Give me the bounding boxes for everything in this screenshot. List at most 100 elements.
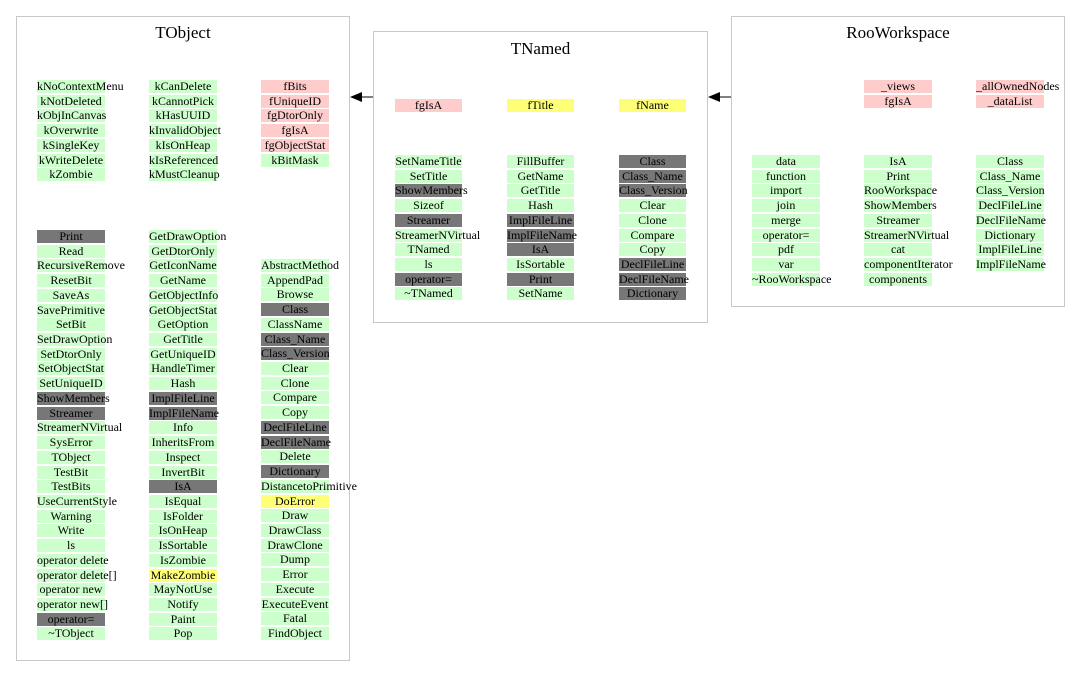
tnamed-method-col2-item: ImplFileLine	[507, 213, 574, 227]
tnamed-method-col2-label: IsA	[531, 242, 550, 257]
tnamed-method-col3-label: DeclFileName	[619, 271, 689, 286]
rooworkspace-method-col3-item: Class	[976, 155, 1044, 168]
tobject-method-col1-label: TestBits	[51, 479, 91, 494]
tobject-method-col1-item: operator new[]	[37, 598, 108, 611]
tobject-method-col3-item: DeclFileLine	[261, 420, 329, 434]
tnamed-method-col1-label: ShowMembers	[395, 183, 468, 198]
rooworkspace-method-col1-item: join	[752, 199, 820, 213]
tnamed-method-col3-item: Clear	[619, 199, 686, 213]
tobject-method-col2-label: ImplFileName	[149, 405, 219, 420]
rooworkspace-method-col1-label: var	[778, 257, 794, 272]
tobject-method-col2-label: MayNotUse	[153, 582, 213, 597]
tobject-member-label: fgObjectStat	[264, 137, 326, 152]
tobject-enum-col2-label: kMustCleanup	[149, 167, 220, 182]
tobject-method-col3-item: FindObject	[261, 627, 329, 640]
tobject-method-col1-item: SaveAs	[37, 288, 105, 302]
tnamed-method-col3-label: DeclFileLine	[620, 257, 685, 272]
tobject-method-col3-item: ClassName	[261, 316, 329, 331]
tobject-method-col1-item: Streamer	[37, 405, 105, 420]
tobject-enum-col2-label: kCanDelete	[154, 79, 212, 93]
tobject-method-col2-item: GetDrawOption	[149, 230, 226, 243]
tnamed-method-col1-item: ls	[395, 258, 462, 272]
rooworkspace-member-col2-label: _allOwnedNodes	[976, 79, 1060, 93]
tobject-method-col1-label: RecursiveRemove	[37, 258, 125, 273]
tobject-enum-col2-label: kIsReferenced	[149, 152, 219, 167]
tobject-method-col1-label: Streamer	[49, 405, 93, 420]
tobject-method-col2-label: HandleTimer	[151, 361, 215, 376]
tobject-method-col1-item: operator=	[37, 612, 105, 626]
tnamed-method-col1-item: ShowMembers	[395, 184, 468, 198]
tobject-method-col1-label: ls	[66, 538, 75, 553]
tobject-method-col1-item: ResetBit	[37, 273, 105, 288]
rooworkspace-method-col2-item: Print	[864, 169, 932, 183]
tobject-method-col2-label: GetDtorOnly	[151, 243, 215, 258]
tobject-member-label: kBitMask	[271, 152, 319, 167]
tobject-method-col2-item: MayNotUse	[149, 582, 217, 597]
tobject-method-col3-label: Class_Name	[264, 331, 326, 346]
tobject-enum-col1-label: kObjInCanvas	[37, 108, 107, 123]
rooworkspace-method-col3-item: DeclFileLine	[976, 198, 1044, 213]
rooworkspace-method-col3-item: ImplFileName	[976, 258, 1046, 272]
tobject-member-label: fBits	[283, 79, 307, 93]
tnamed-method-col1-item: SetNameTitle	[395, 155, 462, 168]
tobject-method-col1-item: SavePrimitive	[37, 303, 105, 317]
tnamed-method-col3-item: Clone	[619, 213, 686, 227]
tobject-method-col2-item: Pop	[149, 627, 217, 641]
tobject-method-col3-label: Delete	[279, 449, 311, 464]
tobject-method-col2-item: IsZombie	[149, 553, 217, 567]
tnamed-title: TNamed	[510, 39, 571, 58]
tnamed-method-col2-label: SetName	[518, 286, 563, 301]
tobject-method-col2-item: InvertBit	[149, 465, 217, 479]
tobject-method-col3-label: Class_Version	[261, 346, 330, 361]
tobject-method-col2-label: Notify	[167, 597, 199, 611]
tobject-method-col3-label: FindObject	[268, 626, 322, 640]
tobject-enum-col1-label: kZombie	[49, 167, 93, 182]
tobject-method-col3-item: AbstractMethod	[261, 259, 339, 272]
tobject-method-col2-item: GetUniqueID	[149, 347, 217, 361]
rooworkspace-method-col2-item: ShowMembers	[864, 199, 937, 213]
tobject-enum-col2-label: kHasUUID	[155, 108, 211, 123]
tnamed-method-col3-item: Class_Version	[619, 184, 688, 198]
tobject-method-col2-item: IsFolder	[149, 509, 217, 523]
tnamed-method-col1-label: ~TNamed	[404, 286, 453, 301]
tnamed-method-col1-item: TNamed	[395, 243, 462, 257]
tobject-method-col2-label: GetName	[160, 273, 206, 288]
tobject-enum-col1-label: kWriteDelete	[38, 152, 104, 167]
arrow-tnamed-to-tobject	[350, 92, 373, 102]
tobject-method-col3-item: Execute	[261, 582, 329, 596]
tnamed-method-col3-item: Class	[619, 155, 686, 168]
tobject-method-col3-item: ExecuteEvent	[261, 597, 329, 611]
tobject-method-col2-item: Inspect	[149, 450, 217, 464]
tobject-method-col2-item: GetObjectStat	[149, 303, 217, 317]
tobject-method-col1-label: operator delete	[37, 552, 109, 567]
tobject-method-col3-label: DeclFileName	[261, 434, 331, 449]
tobject-method-col3-label: ClassName	[267, 316, 323, 331]
tobject-method-col1-label: SysError	[49, 435, 93, 450]
rooworkspace-method-col3-label: DeclFileLine	[978, 198, 1042, 213]
tobject-method-col2-label: IsA	[174, 479, 192, 494]
tnamed-method-col2-item: ImplFileName	[507, 228, 577, 242]
rooworkspace-method-col2-label: IsA	[889, 154, 907, 168]
tnamed-method-col2-item: SetName	[507, 286, 574, 301]
tobject-method-col2-item: Info	[149, 421, 217, 435]
tobject-enum-col2-label: kCannotPick	[152, 93, 214, 108]
rooworkspace-method-col1-item: var	[752, 257, 820, 272]
tobject-method-col2-label: GetDrawOption	[149, 229, 227, 243]
tobject-method-col1-label: operator new	[39, 582, 103, 597]
tobject-method-col2-item: GetDtorOnly	[149, 243, 217, 258]
tobject-enum-col1-label: kNotDeleted	[40, 93, 102, 108]
tobject-enum-col2-item: kHasUUID	[149, 108, 217, 123]
tnamed-method-col1-item: SetTitle	[395, 169, 462, 183]
tobject-method-col1-label: ResetBit	[50, 273, 92, 288]
rooworkspace-method-col2-item: StreamerNVirtual	[864, 228, 949, 242]
tnamed-method-col3-label: Class_Name	[622, 168, 683, 183]
tobject-method-col2-item: GetIconName	[149, 259, 217, 273]
tobject-method-col2-item: InheritsFrom	[149, 436, 217, 450]
rooworkspace-method-col2-item: components	[864, 272, 932, 286]
tobject-method-col2-item: GetOption	[149, 318, 217, 332]
tobject-method-col1-label: TestBit	[53, 464, 89, 479]
rooworkspace-member-col2-label: _dataList	[987, 93, 1033, 108]
rooworkspace-method-col3-label: Class_Name	[979, 168, 1041, 183]
tobject-method-col3-item: Class	[261, 303, 329, 317]
tnamed-member-ftitle-label: fTitle	[527, 98, 554, 112]
